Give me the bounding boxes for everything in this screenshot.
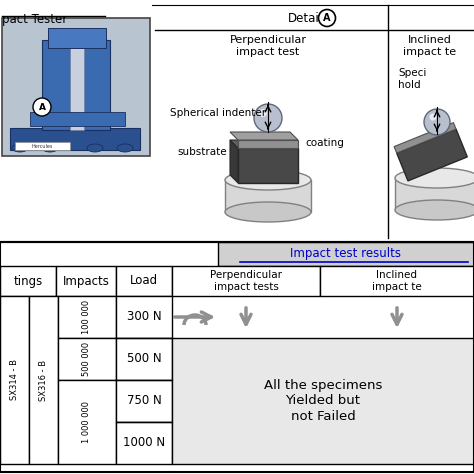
Bar	[116, 266, 172, 296]
Text: Speci
hold: Speci hold	[398, 68, 427, 90]
Bar	[58, 380, 116, 464]
Text: Impact test results: Impact test results	[291, 247, 401, 261]
Ellipse shape	[225, 202, 311, 222]
Bar	[56, 266, 116, 296]
Bar	[29, 296, 58, 464]
Ellipse shape	[42, 144, 58, 152]
Text: SX316 - B: SX316 - B	[39, 359, 48, 401]
Bar	[225, 180, 311, 212]
Polygon shape	[230, 132, 298, 140]
Ellipse shape	[395, 168, 474, 188]
Text: A: A	[323, 13, 331, 23]
Text: tings: tings	[13, 274, 43, 288]
Ellipse shape	[395, 200, 474, 220]
Circle shape	[319, 9, 336, 27]
Text: 300 N: 300 N	[127, 310, 161, 323]
Bar	[10, 128, 140, 150]
Polygon shape	[230, 140, 298, 148]
Text: Inclined
impact te: Inclined impact te	[403, 35, 456, 56]
Polygon shape	[230, 140, 238, 183]
Text: 500 000: 500 000	[82, 342, 91, 376]
Bar	[320, 266, 474, 296]
Bar	[218, 242, 474, 266]
Text: Perpendicular
impact tests: Perpendicular impact tests	[210, 270, 282, 292]
Ellipse shape	[12, 144, 28, 152]
Bar	[116, 422, 172, 464]
Text: Load: Load	[130, 274, 158, 288]
Ellipse shape	[225, 170, 311, 190]
Text: Perpendicular
impact test: Perpendicular impact test	[229, 35, 307, 56]
Bar	[58, 296, 116, 338]
Bar	[15, 142, 70, 150]
Text: 100 000: 100 000	[82, 300, 91, 334]
Circle shape	[424, 109, 450, 135]
Polygon shape	[397, 129, 467, 181]
Circle shape	[259, 109, 267, 117]
Text: Detail: Detail	[288, 11, 323, 25]
Circle shape	[33, 98, 51, 116]
Text: Inclined
impact te: Inclined impact te	[372, 270, 422, 292]
Bar	[116, 338, 172, 380]
Text: coating: coating	[305, 138, 344, 148]
Bar	[172, 266, 320, 296]
Bar	[58, 338, 116, 380]
Text: substrate: substrate	[177, 147, 227, 157]
Bar	[0, 266, 56, 296]
Bar	[30, 112, 125, 126]
Text: 750 N: 750 N	[127, 394, 161, 408]
Bar	[0, 296, 29, 464]
Text: Spherical indenter: Spherical indenter	[170, 108, 266, 118]
Bar	[172, 338, 474, 464]
Bar	[42, 40, 110, 130]
Bar	[70, 32, 84, 130]
Text: All the specimens
Yielded but
not Failed: All the specimens Yielded but not Failed	[264, 380, 382, 422]
Bar	[48, 28, 106, 48]
Polygon shape	[394, 123, 456, 153]
Bar	[2, 18, 150, 156]
Ellipse shape	[87, 144, 103, 152]
Text: A: A	[38, 102, 46, 111]
Circle shape	[429, 113, 437, 120]
Bar	[395, 178, 474, 210]
Bar	[116, 296, 172, 338]
Text: Hercules: Hercules	[31, 144, 53, 148]
Text: Impacts: Impacts	[63, 274, 109, 288]
Text: SX314 - B: SX314 - B	[10, 359, 19, 401]
Text: pact Tester: pact Tester	[2, 13, 67, 26]
Bar	[0, 242, 474, 472]
Bar	[116, 380, 172, 422]
Circle shape	[254, 104, 282, 132]
Ellipse shape	[117, 144, 133, 152]
Bar	[0, 242, 474, 472]
Text: 1000 N: 1000 N	[123, 437, 165, 449]
Bar	[238, 140, 298, 148]
Text: 500 N: 500 N	[127, 353, 161, 365]
Bar	[238, 148, 298, 183]
Text: 1 000 000: 1 000 000	[82, 401, 91, 443]
